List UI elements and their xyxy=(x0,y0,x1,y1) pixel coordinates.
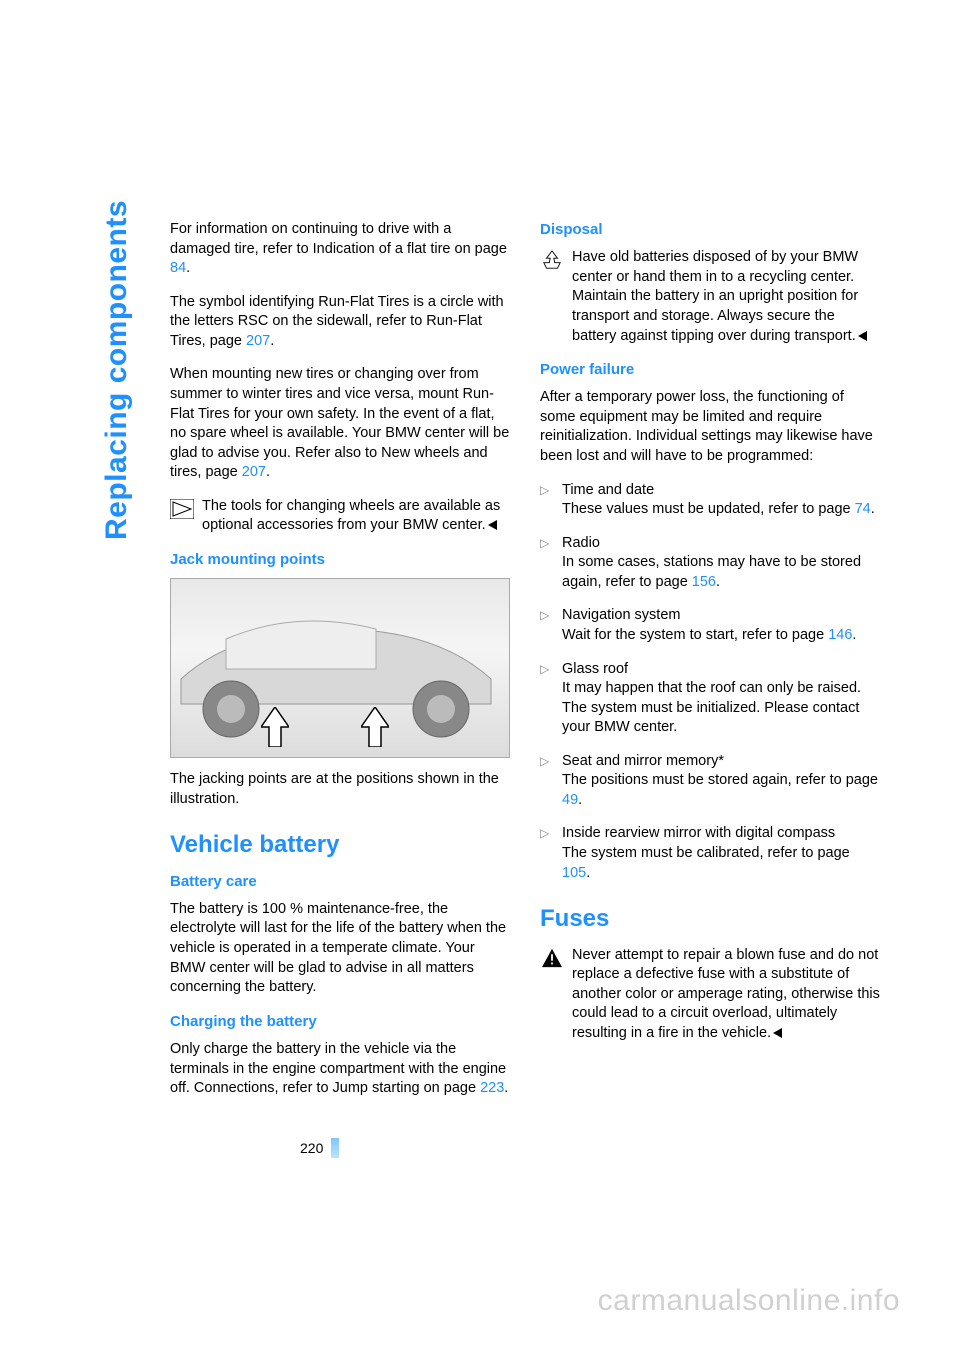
text: . xyxy=(270,333,274,349)
text: Have old batteries disposed of by your B… xyxy=(572,249,858,343)
list-body: Radio In some cases, stations may have t… xyxy=(562,534,880,593)
jack-points-illustration xyxy=(170,578,510,758)
list-bullet-icon: ▷ xyxy=(540,753,552,811)
list-bullet-icon: ▷ xyxy=(540,825,552,883)
list-body: Time and date These values must be updat… xyxy=(562,481,880,520)
recycle-icon xyxy=(540,250,564,270)
text: The system must be calibrated, refer to … xyxy=(562,845,850,861)
recycle-note: Have old batteries disposed of by your B… xyxy=(540,248,880,346)
text: . xyxy=(186,260,190,276)
text: Wait for the system to start, refer to p… xyxy=(562,627,828,643)
item-title: Navigation system xyxy=(562,607,680,623)
paragraph: Only charge the battery in the vehicle v… xyxy=(170,1040,510,1099)
page-link[interactable]: 146 xyxy=(828,627,852,643)
page-link[interactable]: 105 xyxy=(562,865,586,881)
list-body: Navigation system Wait for the system to… xyxy=(562,606,880,645)
heading-battery-care: Battery care xyxy=(170,872,510,892)
page-link[interactable]: 207 xyxy=(246,333,270,349)
text: . xyxy=(504,1080,508,1096)
text: Never attempt to repair a blown fuse and… xyxy=(572,947,880,1041)
paragraph: For information on continuing to drive w… xyxy=(170,220,510,279)
page-link[interactable]: 207 xyxy=(242,464,266,480)
heading-charging-battery: Charging the battery xyxy=(170,1012,510,1032)
heading-jack-points: Jack mounting points xyxy=(170,550,510,570)
page-link[interactable]: 74 xyxy=(855,501,871,517)
list-bullet-icon: ▷ xyxy=(540,607,552,645)
note-text: Have old batteries disposed of by your B… xyxy=(572,248,880,346)
text: . xyxy=(871,501,875,517)
end-marker-icon xyxy=(773,1028,782,1038)
text: . xyxy=(586,865,590,881)
paragraph: After a temporary power loss, the functi… xyxy=(540,388,880,466)
side-section-label: Replacing components xyxy=(100,200,134,540)
text: . xyxy=(266,464,270,480)
arrow-up-icon xyxy=(361,707,389,747)
text: It may happen that the roof can only be … xyxy=(562,680,861,735)
paragraph: The symbol identifying Run-Flat Tires is… xyxy=(170,293,510,352)
heading-vehicle-battery: Vehicle battery xyxy=(170,829,510,861)
car-side-illustration xyxy=(176,589,496,749)
list-body: Seat and mirror memory* The positions mu… xyxy=(562,752,880,811)
note-text: Never attempt to repair a blown fuse and… xyxy=(572,946,880,1044)
list-item: ▷ Time and date These values must be upd… xyxy=(540,481,880,520)
watermark: carmanualsonline.info xyxy=(598,1284,900,1318)
text: When mounting new tires or changing over… xyxy=(170,366,509,480)
item-title: Seat and mirror memory xyxy=(562,753,718,769)
page-number: 220 xyxy=(300,1138,339,1158)
note-text: The tools for changing wheels are availa… xyxy=(202,497,510,536)
end-marker-icon xyxy=(488,520,497,530)
list-item: ▷ Seat and mirror memory* The positions … xyxy=(540,752,880,811)
text: . xyxy=(852,627,856,643)
text: Only charge the battery in the vehicle v… xyxy=(170,1041,506,1096)
page-link[interactable]: 223 xyxy=(480,1080,504,1096)
page-number-value: 220 xyxy=(300,1140,323,1156)
heading-power-failure: Power failure xyxy=(540,360,880,380)
heading-fuses: Fuses xyxy=(540,903,880,935)
page: Replacing components For information on … xyxy=(0,0,960,1358)
item-title: Time and date xyxy=(562,482,654,498)
warning-note: Never attempt to repair a blown fuse and… xyxy=(540,946,880,1044)
paragraph: The battery is 100 % maintenance-free, t… xyxy=(170,900,510,998)
item-title: Inside rearview mirror with digital comp… xyxy=(562,825,835,841)
text: For information on continuing to drive w… xyxy=(170,221,507,257)
left-column: For information on continuing to drive w… xyxy=(170,220,510,1113)
list-body: Glass roof It may happen that the roof c… xyxy=(562,660,880,738)
list-bullet-icon: ▷ xyxy=(540,535,552,593)
list-item: ▷ Inside rearview mirror with digital co… xyxy=(540,824,880,883)
end-marker-icon xyxy=(858,331,867,341)
text: The tools for changing wheels are availa… xyxy=(202,498,500,534)
info-note: The tools for changing wheels are availa… xyxy=(170,497,510,536)
warning-icon xyxy=(540,948,564,968)
list-item: ▷ Radio In some cases, stations may have… xyxy=(540,534,880,593)
text: These values must be updated, refer to p… xyxy=(562,501,855,517)
list-item: ▷ Glass roof It may happen that the roof… xyxy=(540,660,880,738)
text: . xyxy=(716,574,720,590)
item-title: Glass roof xyxy=(562,661,628,677)
page-link[interactable]: 156 xyxy=(692,574,716,590)
page-link[interactable]: 49 xyxy=(562,792,578,808)
item-title: Radio xyxy=(562,535,600,551)
list-bullet-icon: ▷ xyxy=(540,661,552,738)
asterisk-icon: * xyxy=(718,753,724,769)
text: The positions must be stored again, refe… xyxy=(562,772,878,788)
list-bullet-icon: ▷ xyxy=(540,482,552,520)
heading-disposal: Disposal xyxy=(540,220,880,240)
info-icon xyxy=(170,499,194,519)
arrow-up-icon xyxy=(261,707,289,747)
text: The symbol identifying Run-Flat Tires is… xyxy=(170,294,504,349)
right-column: Disposal Have old batteries disposed of … xyxy=(540,220,880,1113)
list-item: ▷ Navigation system Wait for the system … xyxy=(540,606,880,645)
text: . xyxy=(578,792,582,808)
paragraph: When mounting new tires or changing over… xyxy=(170,365,510,482)
page-link[interactable]: 84 xyxy=(170,260,186,276)
list-body: Inside rearview mirror with digital comp… xyxy=(562,824,880,883)
illustration-caption: The jacking points are at the positions … xyxy=(170,770,510,809)
page-number-bar xyxy=(331,1138,339,1158)
content-columns: For information on continuing to drive w… xyxy=(170,220,880,1113)
